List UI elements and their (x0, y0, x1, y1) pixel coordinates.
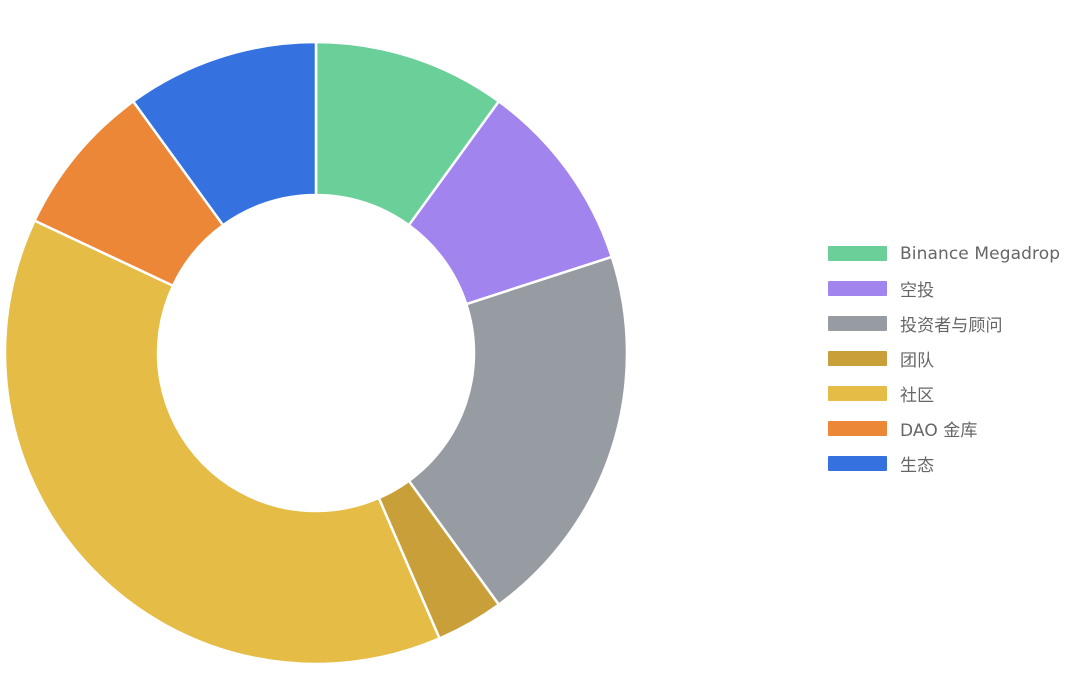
donut-slice-6[interactable] (131, 40, 318, 227)
legend-item-0[interactable]: Binance Megadrop (828, 236, 1073, 271)
legend-label: DAO 金库 (900, 421, 978, 441)
legend-swatch (828, 386, 887, 401)
legend-swatch (828, 316, 887, 331)
legend-swatch (828, 246, 887, 261)
legend-item-1[interactable]: 空投 (828, 271, 1073, 306)
chart-legend: Binance Megadrop 空投投资者与顾问 团队社区 DAO 金库 生态 (828, 236, 1073, 481)
legend-label: 空投 (900, 281, 935, 301)
legend-swatch (828, 281, 887, 296)
legend-label: 团队 (900, 351, 935, 371)
legend-item-4[interactable]: 社区 (828, 376, 1073, 411)
legend-item-3[interactable]: 团队 (828, 341, 1073, 376)
legend-label: Binance Megadrop (900, 243, 1061, 264)
legend-swatch (828, 421, 887, 436)
legend-swatch (828, 351, 887, 366)
donut-slices (3, 40, 629, 666)
donut-slice-4[interactable] (3, 219, 441, 666)
legend-swatch (828, 456, 887, 471)
legend-item-5[interactable]: DAO 金库 (828, 411, 1073, 446)
legend-label: 投资者与顾问 (900, 316, 1003, 336)
legend-item-2[interactable]: 投资者与顾问 (828, 306, 1073, 341)
legend-label: 生态 (900, 456, 935, 476)
legend-label: 社区 (900, 386, 935, 406)
donut-slice-2[interactable] (407, 255, 629, 606)
legend-item-6[interactable]: 生态 (828, 446, 1073, 481)
